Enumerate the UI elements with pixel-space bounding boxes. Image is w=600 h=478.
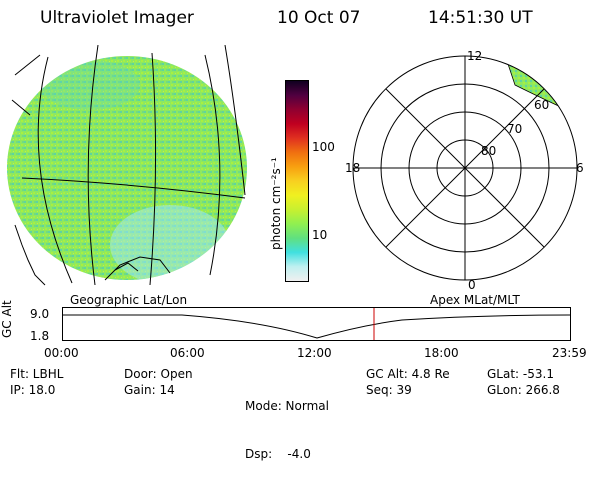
polar-plot: 12 18 6 0 60 70 80: [345, 49, 584, 290]
lat-label-70: 70: [507, 122, 522, 136]
glon-value: GLon: 266.8: [487, 383, 560, 397]
seq-value: Seq: 39: [366, 383, 412, 397]
colorbar-tick-100: 100: [312, 140, 335, 154]
timeline-left-caption: Geographic Lat/Lon: [70, 293, 188, 307]
ip-value: IP: 18.0: [10, 383, 56, 397]
mlt-label-18: 18: [345, 161, 360, 175]
timeline-right-caption: Apex MLat/MLT: [430, 293, 520, 307]
mlt-label-12: 12: [467, 49, 482, 63]
app-title: Ultraviolet Imager: [40, 8, 194, 28]
timeline-y-tick-min: 1.8: [30, 329, 50, 343]
info-col-filter: Flt: LBHL IP: 18.0: [10, 366, 63, 398]
lat-label-80: 80: [481, 144, 496, 158]
gc-alt-value: GC Alt: 4.8 Re: [366, 367, 450, 381]
info-col-door: Door: Open Gain: 14: [124, 366, 193, 398]
colorbar-tick-10: 10: [312, 228, 328, 242]
door-value: Door: Open: [124, 367, 193, 381]
info-col-location: GLat: -53.1 GLon: 266.8: [487, 366, 560, 398]
lat-label-60: 60: [534, 98, 549, 112]
timeline-x-tick-0: 00:00: [44, 346, 79, 360]
timeline-x-tick-3: 18:00: [424, 346, 459, 360]
gain-value: Gain: 14: [124, 383, 175, 397]
time-label: 14:51:30 UT: [428, 8, 533, 28]
timeline-x-tick-1: 06:00: [170, 346, 205, 360]
info-col-altitude: GC Alt: 4.8 Re Seq: 39: [366, 366, 450, 398]
date-label: 10 Oct 07: [277, 8, 361, 28]
info-col-mode: Mode: Normal Dsp: -4.0: [245, 366, 329, 478]
glat-value: GLat: -53.1: [487, 367, 554, 381]
timeline-x-tick-2: 12:00: [297, 346, 332, 360]
mode-value: Mode: Normal: [245, 399, 329, 413]
colorbar: [285, 80, 309, 282]
timeline-y-tick-max: 9.0: [30, 307, 50, 321]
filter-value: Flt: LBHL: [10, 367, 64, 381]
timeline-plot: [62, 307, 571, 341]
mlt-label-0: 0: [468, 278, 476, 290]
geographic-image: [7, 45, 247, 286]
timeline-y-label: GC Alt: [0, 300, 14, 338]
dsp-value: Dsp: -4.0: [245, 447, 311, 461]
timeline-x-tick-4: 23:59: [552, 346, 587, 360]
colorbar-unit-label: photon cm⁻²s⁻¹: [269, 157, 283, 250]
mlt-label-6: 6: [576, 161, 584, 175]
